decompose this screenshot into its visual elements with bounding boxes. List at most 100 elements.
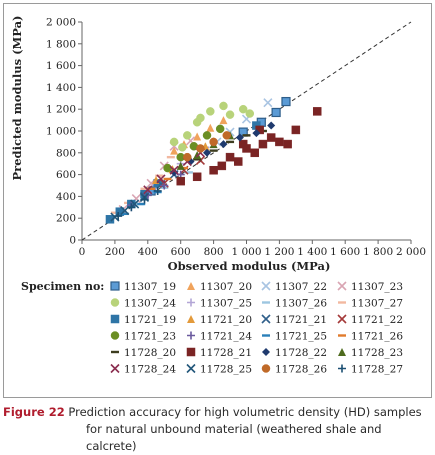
y-tick-label: 400 — [56, 191, 76, 203]
legend-label: 11728_25 — [200, 364, 252, 376]
data-point — [245, 109, 255, 118]
legend-marker — [262, 334, 270, 337]
legend-entry: 11307_23 — [337, 281, 403, 293]
data-point — [143, 185, 153, 195]
data-point — [238, 139, 248, 149]
x-axis-title: Observed modulus (MPa) — [168, 259, 331, 273]
y-tick-label: 600 — [56, 169, 76, 181]
legend-marker — [261, 364, 271, 373]
legend-label: 11721_26 — [351, 331, 403, 343]
legend-marker — [262, 301, 270, 304]
y-tick-label: 1 800 — [46, 38, 76, 50]
data-point — [238, 104, 248, 114]
legend-label: 11721_20 — [200, 314, 252, 326]
legend-marker — [187, 331, 195, 340]
series-11728_27 — [114, 186, 162, 221]
legend-label: 11307_24 — [124, 298, 176, 310]
legend-marker — [337, 281, 347, 291]
legend: Specimen no: 11307_19 11307_20 11307_22 113… — [21, 280, 403, 376]
legend-marker — [110, 298, 120, 307]
legend-label: 11728_23 — [351, 347, 403, 359]
data-point — [178, 143, 187, 152]
legend-label: 11721_24 — [200, 331, 252, 343]
legend-entry: 11307_25 — [187, 298, 252, 310]
data-point — [266, 133, 276, 142]
data-point — [155, 174, 164, 177]
series-11728_26 — [183, 131, 232, 162]
data-point — [206, 107, 215, 116]
data-point — [114, 212, 123, 221]
series-11307_19 — [146, 96, 291, 196]
legend-marker — [186, 347, 196, 357]
legend-title: Specimen no: — [21, 280, 104, 293]
y-tick-label: 1 600 — [46, 60, 76, 72]
figure-number: Figure 22 — [3, 405, 65, 419]
data-point — [120, 212, 129, 216]
series-11721_26 — [147, 166, 188, 190]
legend-label: 11728_26 — [275, 364, 327, 376]
legend-marker — [338, 364, 346, 373]
legend-entry: 11307_24 — [110, 298, 176, 310]
series-11307_24 — [169, 101, 255, 152]
legend-entry: 11728_21 — [186, 347, 252, 359]
data-point — [163, 177, 172, 181]
data-point — [215, 124, 225, 134]
legend-marker — [338, 334, 346, 337]
x-tick-label: 1 400 — [297, 246, 327, 258]
y-tick-label: 1 200 — [46, 104, 76, 116]
legend-marker — [338, 301, 346, 304]
x-tick-label: 1 000 — [231, 246, 261, 258]
x-tick-label: 1 800 — [363, 246, 393, 258]
legend-entry: 11307_27 — [338, 298, 403, 310]
legend-label: 11307_26 — [275, 298, 327, 310]
legend-entry: 11721_20 — [187, 314, 252, 326]
series-11728_21 — [176, 107, 322, 186]
data-point — [176, 161, 185, 170]
data-point — [267, 121, 276, 130]
data-point — [166, 155, 175, 159]
data-point — [291, 125, 301, 135]
data-point — [153, 186, 162, 195]
legend-entry: 11728_26 — [261, 364, 327, 376]
legend-entry: 11307_26 — [262, 298, 327, 310]
legend-label: 11307_25 — [200, 298, 252, 310]
y-tick-label: 800 — [56, 147, 76, 159]
legend-label: 11307_23 — [351, 281, 403, 293]
data-point — [206, 123, 215, 132]
data-point — [258, 139, 268, 149]
legend-label: 11721_25 — [275, 331, 327, 343]
y-tick-label: 2 000 — [46, 17, 76, 29]
legend-label: 11307_27 — [351, 298, 403, 310]
data-point — [169, 137, 179, 147]
legend-marker — [337, 314, 347, 324]
legend-entry: 11721_25 — [262, 331, 327, 343]
data-point — [170, 146, 179, 155]
caption-line-1: Prediction accuracy for high volumetric … — [68, 405, 422, 419]
data-point — [209, 149, 218, 152]
legend-marker — [262, 348, 270, 356]
data-point — [202, 131, 212, 140]
x-tick-label: 200 — [105, 246, 125, 258]
legend-entry: 11728_25 — [186, 364, 252, 376]
data-point — [183, 152, 192, 162]
data-point — [137, 202, 146, 206]
data-point — [156, 174, 166, 184]
legend-entry: 11721_23 — [110, 331, 176, 343]
legend-marker — [261, 281, 271, 291]
data-point — [170, 168, 179, 177]
data-point — [196, 144, 205, 153]
data-point — [281, 96, 291, 107]
legend-label: 11721_22 — [351, 314, 403, 326]
data-points — [105, 96, 322, 224]
data-point — [222, 131, 232, 140]
legend-marker — [261, 314, 271, 324]
data-point — [271, 107, 281, 118]
legend-label: 11728_27 — [351, 364, 403, 376]
legend-entry: 11307_20 — [187, 281, 252, 293]
y-tick-label: 200 — [56, 213, 76, 225]
x-tick-label: 2 000 — [396, 246, 426, 258]
legend-label: 11728_22 — [275, 347, 327, 359]
data-point — [176, 176, 185, 186]
legend-marker — [110, 331, 120, 340]
data-point — [226, 140, 235, 144]
